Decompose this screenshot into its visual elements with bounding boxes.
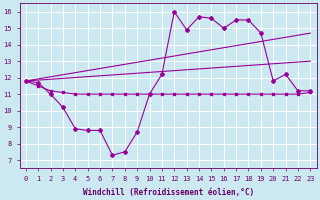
X-axis label: Windchill (Refroidissement éolien,°C): Windchill (Refroidissement éolien,°C) [83,188,254,197]
